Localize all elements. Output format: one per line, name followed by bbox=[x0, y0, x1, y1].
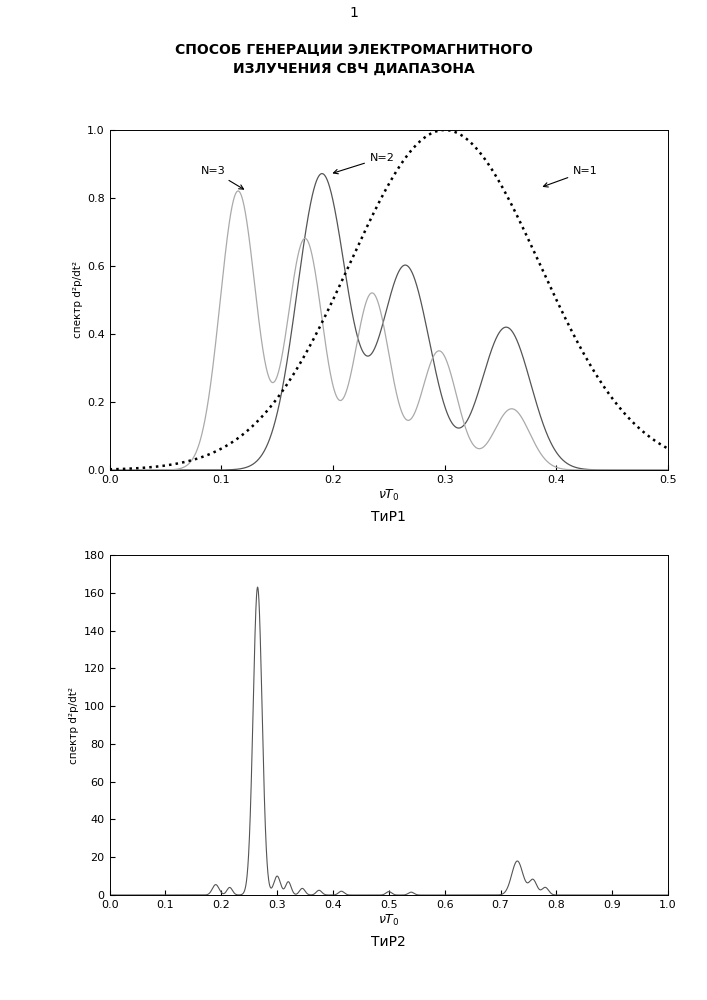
Text: 1: 1 bbox=[349, 6, 358, 20]
Text: N=1: N=1 bbox=[544, 166, 598, 187]
X-axis label: $\nu T_0$: $\nu T_0$ bbox=[378, 488, 399, 503]
Text: N=2: N=2 bbox=[334, 153, 395, 174]
Text: ΤиР1: ΤиР1 bbox=[371, 510, 407, 524]
Text: ΤиР2: ΤиР2 bbox=[371, 935, 407, 949]
Text: СПОСОБ ГЕНЕРАЦИИ ЭЛЕКТРОМАГНИТНОГО
ИЗЛУЧЕНИЯ СВЧ ДИАПАЗОНА: СПОСОБ ГЕНЕРАЦИИ ЭЛЕКТРОМАГНИТНОГО ИЗЛУЧ… bbox=[175, 42, 532, 76]
X-axis label: $\nu T_0$: $\nu T_0$ bbox=[378, 913, 399, 928]
Y-axis label: спектр d²p/dt²: спектр d²p/dt² bbox=[73, 261, 83, 338]
Text: N=3: N=3 bbox=[201, 166, 243, 189]
Y-axis label: спектр d²p/dt²: спектр d²p/dt² bbox=[69, 686, 79, 764]
